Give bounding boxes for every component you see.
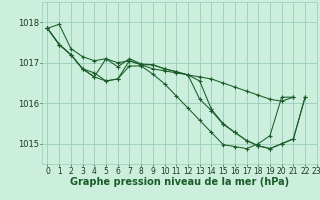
X-axis label: Graphe pression niveau de la mer (hPa): Graphe pression niveau de la mer (hPa): [70, 177, 289, 187]
